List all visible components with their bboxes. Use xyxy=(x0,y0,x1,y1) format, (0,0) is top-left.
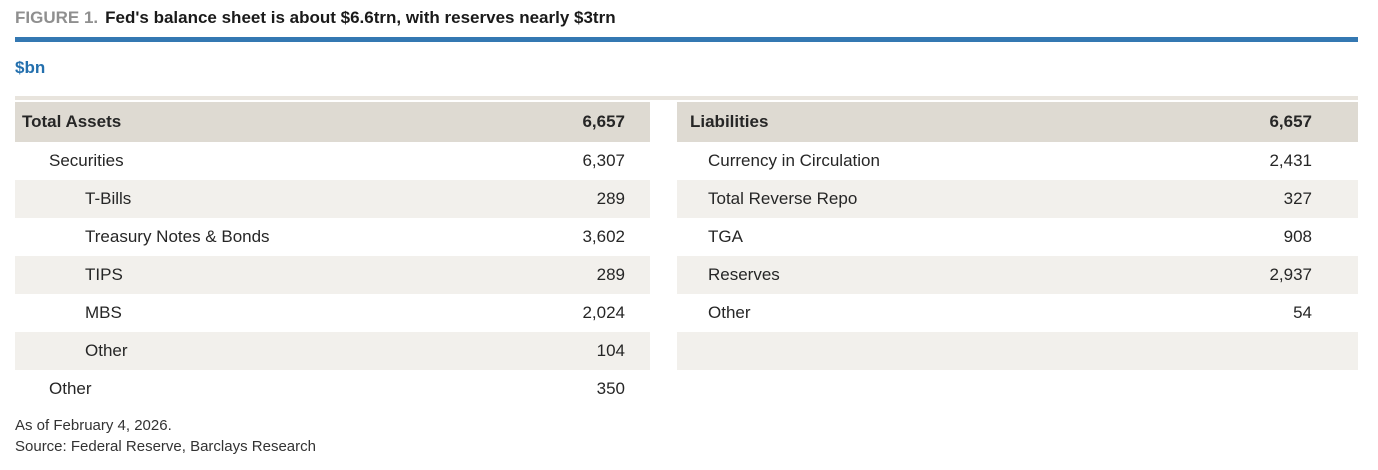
assets-row: Treasury Notes & Bonds 3,602 xyxy=(15,218,650,256)
liabilities-table: Liabilities 6,657 Currency in Circulation 2… xyxy=(677,102,1358,408)
assets-row: MBS 2,024 xyxy=(15,294,650,332)
liabilities-row-label: Total Reverse Repo xyxy=(708,189,858,208)
figure-heading: FIGURE 1. Fed's balance sheet is about $6… xyxy=(15,0,1378,29)
assets-row-value: 289 xyxy=(596,189,625,208)
liabilities-row-label: Reserves xyxy=(708,265,780,284)
footnotes: As of February 4, 2026. Source: Federal … xyxy=(15,415,1378,457)
liabilities-header-value: 6,657 xyxy=(1269,112,1312,131)
title-rule xyxy=(15,37,1358,42)
assets-row-label: Treasury Notes & Bonds xyxy=(85,227,270,246)
liabilities-row: TGA 908 xyxy=(677,218,1358,256)
assets-row-value: 6,307 xyxy=(582,151,625,170)
liabilities-row-value: 54 xyxy=(1293,303,1312,322)
assets-row: TIPS 289 xyxy=(15,256,650,294)
figure-title: Fed's balance sheet is about $6.6trn, wi… xyxy=(105,8,616,27)
assets-row-label: MBS xyxy=(85,303,122,322)
assets-row-label: Other xyxy=(85,341,128,360)
table-top-rule xyxy=(15,96,1358,100)
assets-table: Total Assets 6,657 Securities 6,307 T-Bills 2… xyxy=(15,102,650,408)
assets-row-value: 289 xyxy=(596,265,625,284)
liabilities-row: Reserves 2,937 xyxy=(677,256,1358,294)
liabilities-row: Currency in Circulation 2,431 xyxy=(677,142,1358,180)
liabilities-header-row: Liabilities 6,657 xyxy=(677,102,1358,142)
liabilities-row: Other 54 xyxy=(677,294,1358,332)
assets-header-label: Total Assets xyxy=(22,112,122,131)
liabilities-row-value: 2,937 xyxy=(1269,265,1312,284)
assets-row-value: 104 xyxy=(596,341,625,360)
assets-header-row: Total Assets 6,657 xyxy=(15,102,650,142)
assets-row-label: TIPS xyxy=(85,265,123,284)
balance-sheet-tables: Total Assets 6,657 Securities 6,307 T-Bills 2… xyxy=(15,102,1358,408)
units-label: $bn xyxy=(15,58,46,77)
assets-header-value: 6,657 xyxy=(582,112,625,131)
liabilities-row-value: 2,431 xyxy=(1269,151,1312,170)
liabilities-row-value: 327 xyxy=(1283,189,1312,208)
assets-row-label: Securities xyxy=(49,151,124,170)
liabilities-header-label: Liabilities xyxy=(690,112,769,131)
liabilities-row-value: 908 xyxy=(1283,227,1312,246)
as-of-note: As of February 4, 2026. xyxy=(15,417,172,434)
assets-row-value: 350 xyxy=(596,379,625,398)
assets-row: Other 350 xyxy=(15,370,650,408)
assets-row: Securities 6,307 xyxy=(15,142,650,180)
assets-row-value: 3,602 xyxy=(582,227,625,246)
figure-number-label: FIGURE 1. xyxy=(15,8,99,27)
assets-row-label: T-Bills xyxy=(85,189,132,208)
liabilities-row xyxy=(677,370,1358,408)
liabilities-row: Total Reverse Repo 327 xyxy=(677,180,1358,218)
liabilities-row-label: Currency in Circulation xyxy=(708,151,880,170)
assets-row: Other 104 xyxy=(15,332,650,370)
source-note: Source: Federal Reserve, Barclays Resear… xyxy=(15,438,316,455)
liabilities-row-label: Other xyxy=(708,303,751,322)
liabilities-row-label: TGA xyxy=(708,227,743,246)
figure-container: FIGURE 1. Fed's balance sheet is about $6… xyxy=(15,0,1378,457)
assets-row-value: 2,024 xyxy=(582,303,625,322)
liabilities-row xyxy=(677,332,1358,370)
assets-row: T-Bills 289 xyxy=(15,180,650,218)
assets-row-label: Other xyxy=(49,379,92,398)
